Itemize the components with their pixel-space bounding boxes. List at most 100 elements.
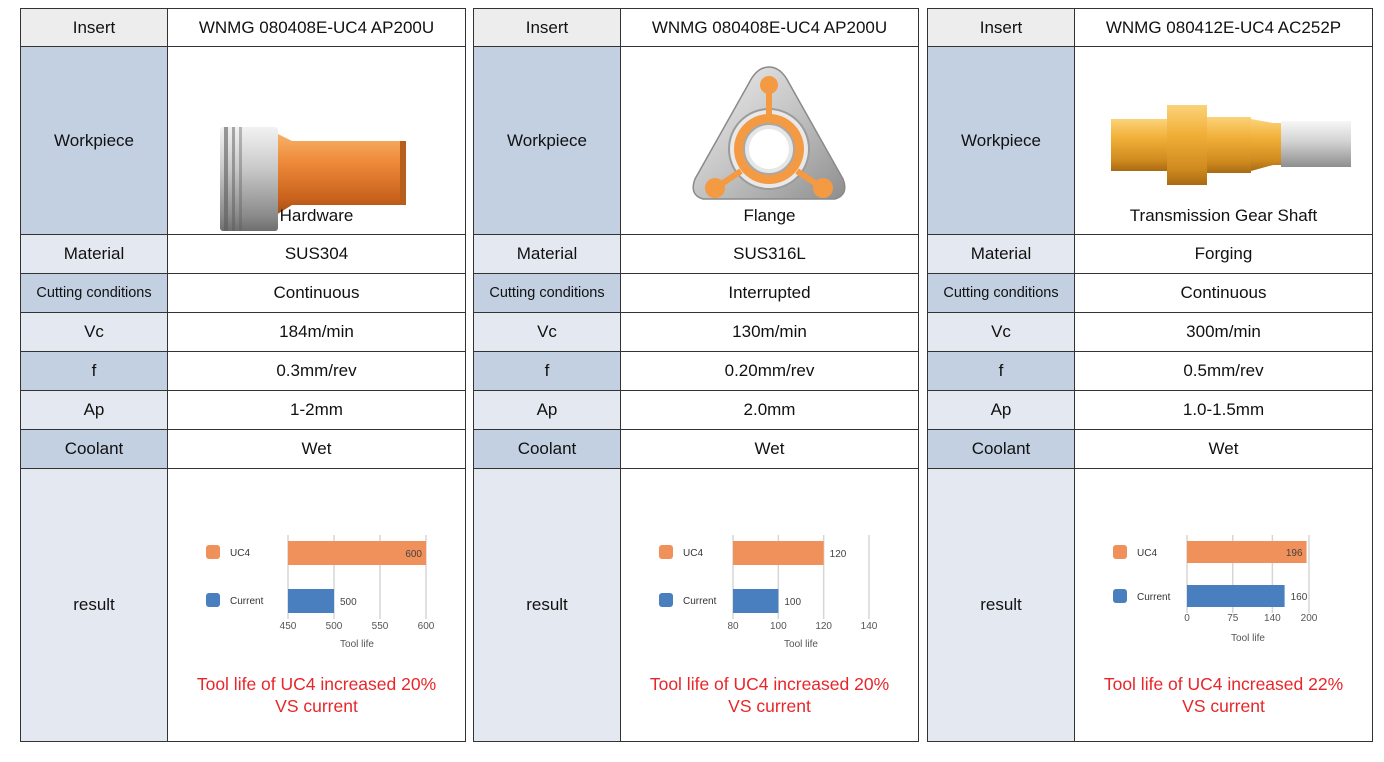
tick-label: 80: [727, 621, 739, 632]
result-cell: 600 UC4 500 Current 450 500 550 600 Tool life To…: [168, 469, 465, 741]
legend-swatch-uc4: [1113, 545, 1127, 559]
f-label: f: [473, 351, 621, 391]
value-label-current: 160: [1291, 592, 1308, 603]
legend-label-current: Current: [1137, 592, 1171, 603]
bar-uc4: [1187, 541, 1307, 563]
insert-label: Insert: [473, 8, 621, 47]
vc-value: 130m/min: [620, 312, 919, 352]
result-label: result: [473, 468, 621, 742]
legend-label-current: Current: [683, 596, 717, 607]
tool-life-chart: 120 UC4 100 Current 80 100 120 140 Tool life: [659, 535, 878, 650]
workpiece-cell: Transmission Gear Shaft: [1075, 47, 1372, 234]
ap-label: Ap: [20, 390, 168, 430]
coolant-label: Coolant: [20, 429, 168, 469]
tool-life-chart: 196 UC4 160 Current 0 75 140 200 Tool life: [1113, 535, 1318, 644]
f-value: 0.20mm/rev: [620, 351, 919, 391]
vc-value: 300m/min: [1074, 312, 1373, 352]
hardware-part-icon: [220, 127, 406, 231]
x-axis-title: Tool life: [1231, 633, 1265, 644]
legend-label-uc4: UC4: [230, 548, 250, 559]
workpiece-name: Hardware: [279, 206, 354, 225]
f-label: f: [20, 351, 168, 391]
tick-label: 500: [326, 621, 343, 632]
summary-line-2: VS current: [275, 696, 358, 716]
tick-label: 120: [815, 621, 832, 632]
legend-label-uc4: UC4: [683, 548, 703, 559]
result-label: result: [927, 468, 1075, 742]
vc-label: Vc: [927, 312, 1075, 352]
cutting-conditions-value: Interrupted: [620, 273, 919, 313]
tick-label: 450: [280, 621, 297, 632]
f-value: 0.5mm/rev: [1074, 351, 1373, 391]
insert-label: Insert: [927, 8, 1075, 47]
result-summary: Tool life of UC4 increased 20% VS curren…: [168, 673, 465, 717]
bar-uc4: [733, 541, 824, 565]
value-label-uc4: 196: [1286, 548, 1303, 559]
result-summary: Tool life of UC4 increased 22% VS curren…: [1075, 673, 1372, 717]
flange-part-icon: [692, 66, 846, 200]
bar-current: [288, 589, 334, 613]
result-label: result: [20, 468, 168, 742]
tick-label: 75: [1227, 613, 1239, 624]
cutting-conditions-label: Cutting conditions: [927, 273, 1075, 313]
insert-value: WNMG 080408E-UC4 AP200U: [620, 8, 919, 47]
workpiece-name: Transmission Gear Shaft: [1129, 206, 1318, 225]
value-label-current: 100: [784, 597, 801, 608]
coolant-label: Coolant: [473, 429, 621, 469]
bar-current: [733, 589, 779, 613]
workpiece-cell: Hardware: [168, 47, 465, 234]
x-axis-title: Tool life: [784, 639, 818, 650]
coolant-value: Wet: [1074, 429, 1373, 469]
legend-swatch-current: [206, 593, 220, 607]
result-cell: 196 UC4 160 Current 0 75 140 200 Tool life Tool …: [1075, 469, 1372, 741]
material-label: Material: [20, 234, 168, 274]
coolant-label: Coolant: [927, 429, 1075, 469]
tick-label: 600: [418, 621, 435, 632]
x-axis-title: Tool life: [340, 639, 374, 650]
legend-swatch-current: [659, 593, 673, 607]
vc-label: Vc: [473, 312, 621, 352]
material-value: SUS304: [167, 234, 466, 274]
coolant-value: Wet: [620, 429, 919, 469]
material-value: Forging: [1074, 234, 1373, 274]
bar-uc4: [288, 541, 426, 565]
insert-label: Insert: [20, 8, 168, 47]
insert-value: WNMG 080412E-UC4 AC252P: [1074, 8, 1373, 47]
result-summary: Tool life of UC4 increased 20% VS curren…: [621, 673, 918, 717]
ap-value: 1-2mm: [167, 390, 466, 430]
material-label: Material: [473, 234, 621, 274]
summary-line-1: Tool life of UC4 increased 20%: [196, 674, 437, 694]
vc-label: Vc: [20, 312, 168, 352]
value-label-uc4: 120: [830, 549, 847, 560]
case-panel-1: Insert WNMG 080408E-UC4 AP200U Workpiece: [20, 8, 466, 742]
cutting-conditions-label: Cutting conditions: [473, 273, 621, 313]
case-panel-2: Insert WNMG 080408E-UC4 AP200U Workpiece: [473, 8, 919, 742]
cutting-conditions-value: Continuous: [167, 273, 466, 313]
cutting-conditions-value: Continuous: [1074, 273, 1373, 313]
legend-label-uc4: UC4: [1137, 548, 1157, 559]
tick-label: 0: [1184, 613, 1190, 624]
tick-label: 550: [372, 621, 389, 632]
workpiece-name: Flange: [743, 206, 796, 225]
ap-label: Ap: [473, 390, 621, 430]
tick-label: 100: [770, 621, 787, 632]
result-cell: 120 UC4 100 Current 80 100 120 140 Tool life Too…: [621, 469, 918, 741]
f-label: f: [927, 351, 1075, 391]
bar-current: [1187, 585, 1285, 607]
legend-swatch-uc4: [206, 545, 220, 559]
legend-label-current: Current: [230, 596, 264, 607]
summary-line-2: VS current: [728, 696, 811, 716]
summary-line-2: VS current: [1182, 696, 1265, 716]
f-value: 0.3mm/rev: [167, 351, 466, 391]
summary-line-1: Tool life of UC4 increased 22%: [1103, 674, 1344, 694]
legend-swatch-current: [1113, 589, 1127, 603]
tick-label: 200: [1301, 613, 1318, 624]
material-value: SUS316L: [620, 234, 919, 274]
summary-line-1: Tool life of UC4 increased 20%: [649, 674, 890, 694]
workpiece-cell: Flange: [621, 47, 918, 234]
ap-value: 1.0-1.5mm: [1074, 390, 1373, 430]
value-label-current: 500: [340, 597, 357, 608]
value-label-uc4: 600: [405, 549, 422, 560]
case-panel-3: Insert WNMG 080412E-UC4 AC252P Workpiece: [927, 8, 1373, 742]
tick-label: 140: [1264, 613, 1281, 624]
